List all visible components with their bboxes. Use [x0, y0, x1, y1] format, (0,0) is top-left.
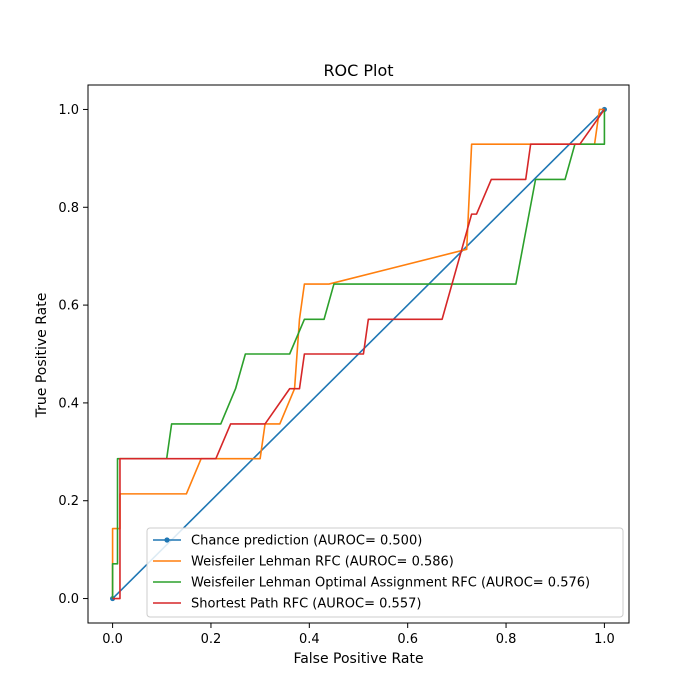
series-line-3 — [112, 108, 606, 600]
x-axis-label: False Positive Rate — [293, 651, 423, 667]
y-tick-label-1: 0.2 — [58, 494, 79, 509]
x-tick-label-1: 0.2 — [201, 632, 222, 647]
legend-label-2: Weisfeiler Lehman Optimal Assignment RFC… — [191, 576, 590, 591]
y-tick-label-2: 0.4 — [58, 396, 79, 411]
x-tick-label-0: 0.0 — [102, 632, 123, 647]
legend-box — [146, 527, 624, 618]
y-axis-label: True Positive Rate — [34, 293, 50, 419]
axes-frame — [87, 84, 630, 624]
legend-label-3: Shortest Path RFC (AUROC= 0.557) — [191, 597, 421, 612]
y-tick-label-0: 0.0 — [58, 592, 79, 607]
y-tick-label-4: 0.8 — [58, 201, 79, 216]
x-tick-label-4: 0.8 — [496, 632, 517, 647]
legend: Chance prediction (AUROC= 0.500) Weisfeil… — [146, 527, 624, 618]
chart-title: ROC Plot — [323, 61, 393, 80]
x-tick-label-3: 0.6 — [397, 632, 418, 647]
y-tick-label-5: 1.0 — [58, 103, 79, 118]
x-tick-label-5: 1.0 — [594, 632, 615, 647]
legend-label-0: Chance prediction (AUROC= 0.500) — [191, 534, 422, 549]
legend-label-1: Weisfeiler Lehman RFC (AUROC= 0.586) — [191, 555, 454, 570]
y-tick-label-3: 0.6 — [58, 299, 79, 314]
series-line-2 — [111, 109, 606, 599]
x-tick-label-2: 0.4 — [299, 632, 320, 647]
legend-marker-0 — [164, 537, 170, 543]
plot-area: 0.0 0.2 0.4 0.6 0.8 1.0 0.0 0.2 0.4 0.6 0.8 1.0 — [58, 84, 630, 647]
